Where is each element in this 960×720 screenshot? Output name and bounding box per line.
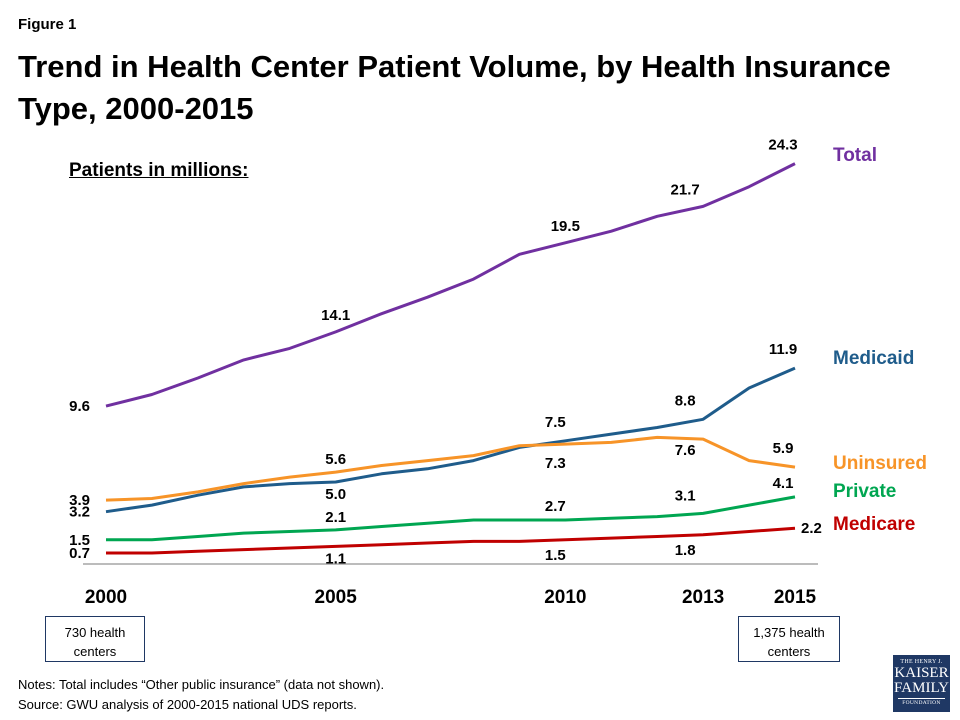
data-label-medicaid-2000: 3.2	[69, 504, 90, 521]
x-tick-label-2015: 2015	[774, 587, 817, 608]
data-label-uninsured-2010: 7.3	[545, 455, 566, 472]
data-label-uninsured-2000: 3.9	[69, 492, 90, 509]
start-health-centers-box: 730 health centers	[45, 616, 145, 662]
data-label-medicaid-2013: 8.8	[675, 392, 696, 409]
data-label-private-2013: 3.1	[675, 487, 696, 504]
data-label-medicare-2013: 1.8	[675, 542, 696, 559]
series-line-total	[105, 162, 796, 408]
data-label-layer: 9.6 14.1 19.5 21.7 24.3 3.2 5.0 7.5 8.8 11.9 3.9 5.…	[69, 137, 822, 568]
data-label-total-2010: 19.5	[551, 218, 580, 235]
series-line-medicare	[106, 526, 796, 555]
data-label-private-2010: 2.7	[545, 498, 566, 515]
series-layer	[105, 162, 796, 555]
end-box-line1: 1,375 health	[753, 625, 825, 640]
data-label-private-2000: 1.5	[69, 532, 90, 549]
x-tick-layer: 2000 2005 2010 2013 2015	[85, 587, 817, 608]
data-label-uninsured-2005: 5.6	[325, 451, 346, 468]
x-tick-label-2005: 2005	[315, 587, 358, 608]
legend-label-uninsured: Uninsured	[833, 453, 927, 474]
data-label-total-2000: 9.6	[69, 398, 90, 415]
data-label-private-2015: 4.1	[773, 475, 794, 492]
data-label-medicaid-2005: 5.0	[325, 486, 346, 503]
legend-label-medicare: Medicare	[833, 514, 915, 535]
logo-line3: FAMILY	[894, 680, 949, 696]
data-label-total-2005: 14.1	[321, 307, 350, 324]
notes-text: Notes: Total includes “Other public insu…	[18, 677, 385, 692]
legend-label-medicaid: Medicaid	[833, 348, 914, 369]
units-label: Patients in millions:	[69, 160, 249, 181]
x-tick-label-2010: 2010	[544, 587, 586, 608]
series-line-uninsured	[105, 435, 796, 502]
start-box-line1: 730 health	[64, 625, 126, 640]
start-box-line2: centers	[73, 644, 117, 659]
legend-layer: Total Medicaid Uninsured Private Medicare	[833, 145, 927, 535]
logo-line1: THE HENRY J.	[900, 659, 943, 665]
series-line-medicaid	[105, 366, 796, 514]
data-label-medicaid-2010: 7.5	[545, 414, 566, 431]
legend-label-total: Total	[833, 145, 877, 166]
data-label-total-2013: 21.7	[671, 181, 700, 198]
series-line-private	[106, 495, 796, 542]
logo-line4: FOUNDATION	[898, 698, 945, 706]
x-tick-label-2013: 2013	[682, 587, 724, 608]
end-health-centers-box: 1,375 health centers	[738, 616, 840, 662]
legend-label-private: Private	[833, 481, 896, 502]
data-label-uninsured-2013: 7.6	[675, 442, 696, 459]
kff-logo: THE HENRY J. KAISER FAMILY FOUNDATION	[893, 655, 950, 712]
figure-label: Figure 1	[18, 16, 77, 33]
end-box-line2: centers	[767, 644, 811, 659]
notes: Notes: Total includes “Other public insu…	[18, 675, 384, 715]
data-label-medicare-2015: 2.2	[801, 520, 822, 537]
logo-line2: KAISER	[894, 665, 949, 681]
data-label-medicaid-2015: 11.9	[769, 341, 797, 358]
x-tick-label-2000: 2000	[85, 587, 127, 608]
data-label-uninsured-2015: 5.9	[773, 440, 794, 457]
data-label-medicare-2010: 1.5	[545, 547, 566, 564]
data-label-private-2005: 2.1	[325, 509, 346, 526]
source-text: Source: GWU analysis of 2000-2015 nation…	[18, 697, 357, 712]
chart-title: Trend in Health Center Patient Volume, b…	[18, 49, 891, 126]
data-label-medicare-2000: 0.7	[69, 545, 90, 562]
data-label-total-2015: 24.3	[768, 137, 797, 154]
data-label-medicare-2005: 1.1	[325, 550, 346, 567]
